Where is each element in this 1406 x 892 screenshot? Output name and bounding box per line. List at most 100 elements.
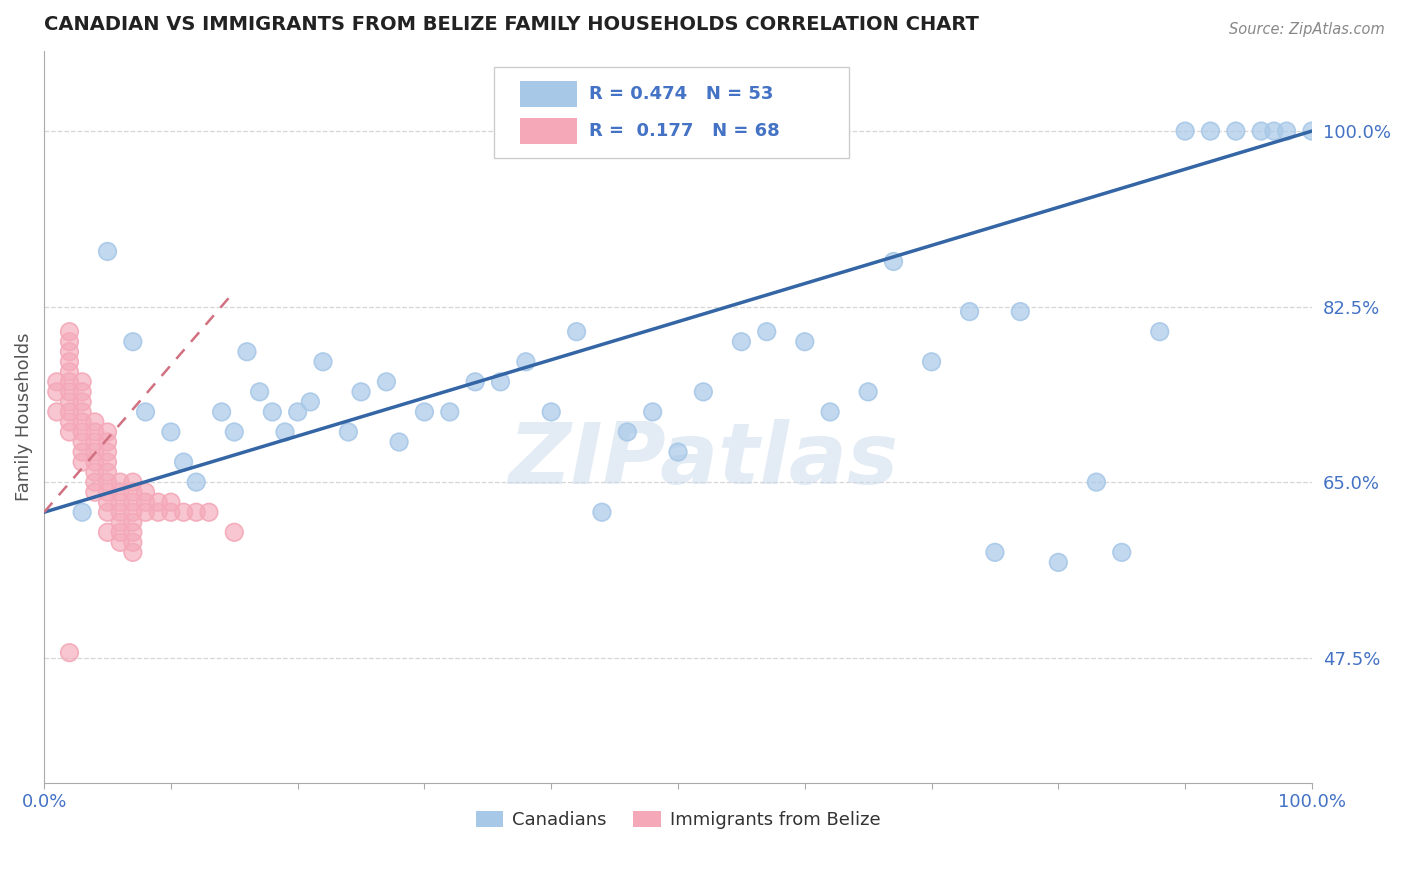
Point: [186, 475, 208, 490]
Point: [135, 485, 157, 500]
Point: [96, 425, 118, 439]
Point: [121, 485, 143, 500]
Point: [83, 425, 105, 439]
Point: [818, 405, 841, 419]
Point: [1174, 124, 1197, 138]
Point: [70, 425, 93, 439]
Point: [96, 425, 118, 439]
Point: [108, 495, 131, 509]
Point: [83, 425, 105, 439]
Point: [58, 646, 80, 660]
Point: [96, 445, 118, 459]
Point: [883, 254, 905, 268]
Point: [58, 415, 80, 429]
Point: [83, 435, 105, 450]
Point: [249, 384, 271, 399]
Point: [1010, 304, 1032, 318]
Point: [83, 465, 105, 479]
Point: [121, 485, 143, 500]
Point: [287, 405, 309, 419]
Point: [959, 304, 981, 318]
Point: [1199, 124, 1222, 138]
Point: [666, 445, 689, 459]
Point: [83, 465, 105, 479]
Point: [224, 425, 246, 439]
Point: [755, 325, 778, 339]
Point: [236, 344, 259, 359]
Point: [186, 475, 208, 490]
Point: [198, 505, 221, 519]
Point: [108, 485, 131, 500]
Point: [96, 244, 118, 259]
Point: [70, 505, 93, 519]
Point: [1275, 124, 1298, 138]
FancyBboxPatch shape: [494, 67, 849, 159]
Point: [121, 334, 143, 349]
Point: [58, 405, 80, 419]
Point: [108, 475, 131, 490]
Point: [58, 375, 80, 389]
Point: [121, 495, 143, 509]
Point: [96, 525, 118, 540]
Point: [793, 334, 815, 349]
Point: [148, 495, 170, 509]
Point: [186, 505, 208, 519]
Point: [96, 495, 118, 509]
Point: [173, 505, 195, 519]
Point: [96, 495, 118, 509]
Point: [108, 525, 131, 540]
Text: R = 0.474   N = 53: R = 0.474 N = 53: [589, 85, 773, 103]
Point: [224, 525, 246, 540]
Point: [70, 395, 93, 409]
Point: [984, 545, 1007, 559]
Point: [70, 435, 93, 450]
Point: [58, 334, 80, 349]
Point: [96, 244, 118, 259]
Point: [262, 405, 284, 419]
Point: [489, 375, 512, 389]
Point: [121, 475, 143, 490]
Point: [70, 445, 93, 459]
Point: [70, 375, 93, 389]
Point: [921, 355, 943, 369]
Point: [1263, 124, 1285, 138]
Point: [96, 455, 118, 469]
Point: [121, 334, 143, 349]
Point: [121, 525, 143, 540]
Point: [1250, 124, 1272, 138]
Point: [1275, 124, 1298, 138]
Point: [58, 384, 80, 399]
Point: [755, 325, 778, 339]
Point: [1225, 124, 1247, 138]
Point: [70, 455, 93, 469]
Point: [224, 425, 246, 439]
Point: [70, 405, 93, 419]
Point: [121, 545, 143, 559]
Point: [1301, 124, 1323, 138]
Point: [312, 355, 335, 369]
Point: [1085, 475, 1108, 490]
Point: [96, 485, 118, 500]
Point: [591, 505, 613, 519]
Point: [58, 375, 80, 389]
Point: [121, 515, 143, 529]
Point: [96, 525, 118, 540]
Point: [692, 384, 714, 399]
Point: [173, 455, 195, 469]
Point: [83, 485, 105, 500]
Point: [692, 384, 714, 399]
Point: [108, 535, 131, 549]
Point: [96, 505, 118, 519]
Point: [70, 435, 93, 450]
Legend: Canadians, Immigrants from Belize: Canadians, Immigrants from Belize: [468, 804, 887, 837]
Point: [96, 435, 118, 450]
Text: R =  0.177   N = 68: R = 0.177 N = 68: [589, 122, 780, 140]
Point: [249, 384, 271, 399]
Point: [58, 415, 80, 429]
Point: [108, 505, 131, 519]
Point: [96, 505, 118, 519]
Point: [70, 445, 93, 459]
Point: [45, 405, 67, 419]
Point: [565, 325, 588, 339]
Point: [108, 495, 131, 509]
